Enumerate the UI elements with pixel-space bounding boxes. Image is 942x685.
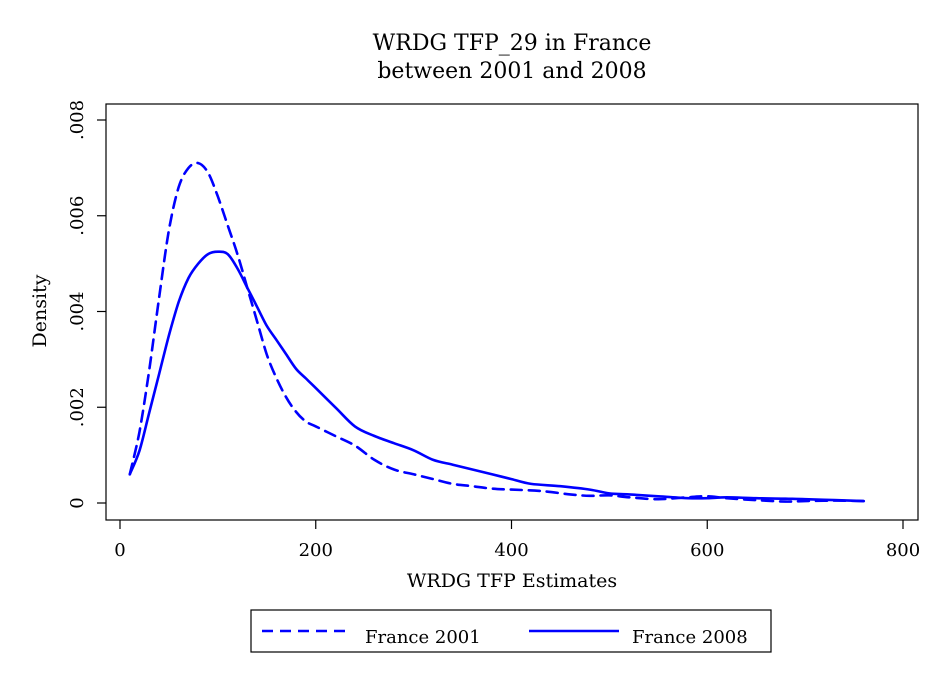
y-axis: 0 .002 .004 .006 .008 bbox=[67, 100, 106, 509]
y-tick-label: .008 bbox=[67, 100, 88, 140]
x-axis: 0 200 400 600 800 bbox=[114, 520, 920, 561]
x-tick-label: 0 bbox=[114, 540, 125, 561]
legend-box bbox=[250, 609, 772, 653]
y-tick-label: .002 bbox=[67, 387, 88, 427]
x-tick-label: 600 bbox=[690, 540, 724, 561]
x-axis-label: WRDG TFP Estimates bbox=[407, 570, 617, 592]
chart-subtitle: between 2001 and 2008 bbox=[377, 59, 646, 84]
x-tick-label: 200 bbox=[299, 540, 333, 561]
y-axis-label: Density bbox=[29, 274, 51, 347]
x-tick-label: 800 bbox=[886, 540, 920, 561]
chart-title: WRDG TFP_29 in France bbox=[373, 31, 652, 56]
y-tick-label: 0 bbox=[67, 497, 88, 508]
series-layer bbox=[128, 161, 866, 503]
x-tick-label: 400 bbox=[494, 540, 528, 561]
series-line-france-2001 bbox=[128, 161, 866, 503]
series-line-france-2008 bbox=[128, 250, 866, 503]
legend: France 2001 France 2008 bbox=[250, 609, 772, 653]
plot-frame bbox=[105, 103, 919, 521]
legend-label-france-2001: France 2001 bbox=[365, 627, 481, 648]
legend-label-france-2008: France 2008 bbox=[632, 627, 748, 648]
y-tick-label: .004 bbox=[67, 291, 88, 331]
y-tick-label: .006 bbox=[67, 196, 88, 236]
